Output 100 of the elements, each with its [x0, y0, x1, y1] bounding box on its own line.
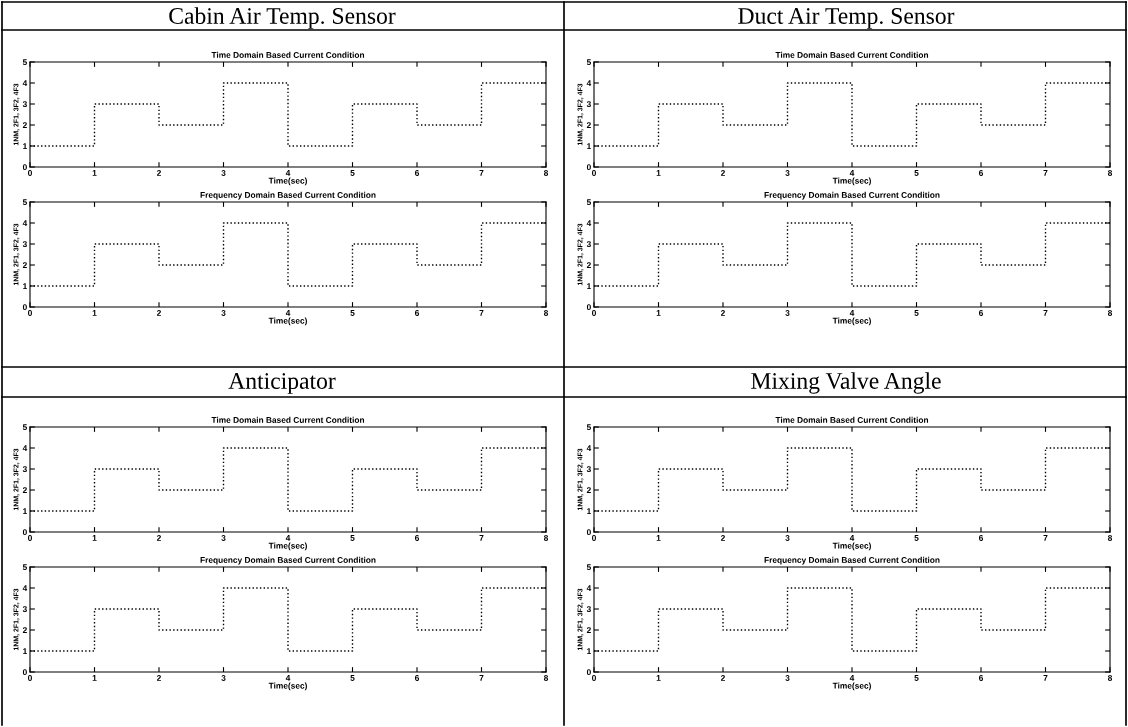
chart-title: Time Domain Based Current Condition [211, 416, 365, 423]
x-tick-label: 8 [1107, 535, 1113, 541]
chart-title: Frequency Domain Based Current Condition [764, 191, 940, 200]
x-tick-label: 7 [1043, 170, 1048, 176]
y-tick-label: 0 [586, 164, 591, 171]
x-tick-label: 1 [656, 310, 661, 316]
y-tick-label: 3 [586, 606, 591, 613]
y-tick-label: 2 [22, 122, 27, 129]
x-axis-title: Time(sec) [268, 177, 307, 186]
x-tick-label: 3 [221, 170, 226, 176]
y-tick-label: 3 [586, 241, 591, 248]
x-tick-label: 3 [221, 535, 226, 541]
y-tick-label: 5 [22, 424, 27, 431]
y-tick-label: 1 [587, 143, 591, 150]
y-tick-label: 5 [586, 424, 591, 431]
x-tick-label: 8 [543, 675, 549, 681]
x-tick-label: 0 [592, 535, 596, 541]
x-tick-label: 2 [156, 675, 161, 681]
text: Duct Air Temp. Sensor [738, 8, 955, 29]
x-tick-label: 3 [785, 170, 790, 176]
x-tick-label: 8 [1107, 675, 1113, 681]
x-tick-label: 3 [221, 675, 226, 681]
x-tick-label: 0 [28, 310, 32, 316]
x-tick-label: 4 [285, 535, 291, 541]
y-tick-label: 5 [586, 59, 591, 66]
y-tick-label: 3 [586, 101, 591, 108]
x-tick-label: 5 [350, 170, 355, 176]
x-axis-title: Time(sec) [832, 177, 871, 186]
x-tick-label: 0 [28, 170, 32, 176]
x-tick-label: 2 [720, 170, 725, 176]
x-tick-label: 8 [543, 310, 549, 316]
y-tick-label: 2 [22, 487, 27, 494]
x-tick-label: 5 [350, 675, 355, 681]
y-tick-label: 0 [22, 304, 27, 311]
y-tick-label: 0 [586, 304, 591, 311]
x-axis-title: Time(sec) [832, 317, 871, 326]
text: Mixing Valve Angle [751, 372, 941, 394]
x-tick-label: 1 [656, 170, 661, 176]
y-tick-label: 0 [22, 669, 27, 676]
x-tick-label: 0 [592, 310, 596, 316]
y-tick-label: 0 [22, 164, 27, 171]
x-tick-label: 7 [479, 535, 484, 541]
y-tick-label: 1 [23, 508, 27, 515]
x-tick-label: 4 [285, 310, 291, 316]
y-tick-label: 3 [22, 101, 27, 108]
x-tick-label: 6 [414, 170, 420, 176]
y-tick-label: 3 [586, 466, 591, 473]
y-tick-label: 5 [586, 199, 591, 206]
chart-title: Frequency Domain Based Current Condition [200, 191, 376, 200]
x-tick-label: 5 [914, 310, 919, 316]
x-tick-label: 3 [785, 310, 790, 316]
x-tick-label: 2 [156, 170, 161, 176]
x-axis-title: Time(sec) [832, 542, 871, 551]
y-tick-label: 5 [586, 564, 591, 571]
x-tick-label: 4 [849, 675, 855, 681]
x-tick-label: 1 [656, 675, 661, 681]
x-tick-label: 6 [978, 535, 984, 541]
y-tick-label: 3 [22, 241, 27, 248]
y-tick-label: 1 [587, 283, 591, 290]
y-tick-label: 1 [23, 143, 27, 150]
x-tick-label: 7 [1043, 675, 1048, 681]
x-tick-label: 5 [914, 675, 919, 681]
text: Anticipator [228, 373, 336, 394]
y-tick-label: 1 [587, 648, 591, 655]
y-tick-label: 1 [23, 283, 27, 290]
x-tick-label: 4 [849, 310, 855, 316]
y-tick-label: 4 [586, 80, 592, 87]
y-tick-label: 2 [586, 122, 591, 129]
y-tick-label: 2 [22, 627, 27, 634]
x-tick-label: 8 [1107, 170, 1113, 176]
x-tick-label: 5 [350, 535, 355, 541]
x-tick-label: 0 [28, 675, 32, 681]
y-tick-label: 4 [22, 445, 28, 452]
y-tick-label: 2 [586, 487, 591, 494]
chart-title: Frequency Domain Based Current Condition [200, 556, 376, 565]
x-tick-label: 8 [543, 535, 549, 541]
x-tick-label: 2 [156, 535, 161, 541]
chart-title: Frequency Domain Based Current Condition [764, 556, 940, 565]
y-tick-label: 5 [22, 199, 27, 206]
x-tick-label: 2 [720, 535, 725, 541]
x-tick-label: 4 [285, 170, 291, 176]
x-tick-label: 7 [1043, 535, 1048, 541]
x-axis-title: Time(sec) [268, 682, 307, 691]
text: Cabin Air Temp. Sensor [169, 7, 396, 29]
y-tick-label: 4 [586, 445, 592, 452]
y-tick-label: 0 [586, 669, 591, 676]
x-tick-label: 6 [414, 675, 420, 681]
y-tick-label: 5 [22, 564, 27, 571]
chart-title: Time Domain Based Current Condition [211, 51, 365, 58]
y-tick-label: 0 [586, 529, 591, 536]
y-tick-label: 1 [587, 508, 591, 515]
y-tick-label: 1 [23, 648, 27, 655]
x-tick-label: 0 [592, 675, 596, 681]
chart-title: Time Domain Based Current Condition [775, 416, 929, 423]
x-tick-label: 4 [849, 535, 855, 541]
x-tick-label: 3 [221, 310, 226, 316]
y-tick-label: 2 [586, 262, 591, 269]
y-tick-label: 4 [22, 220, 28, 227]
y-tick-label: 2 [586, 627, 591, 634]
x-tick-label: 1 [92, 310, 97, 316]
